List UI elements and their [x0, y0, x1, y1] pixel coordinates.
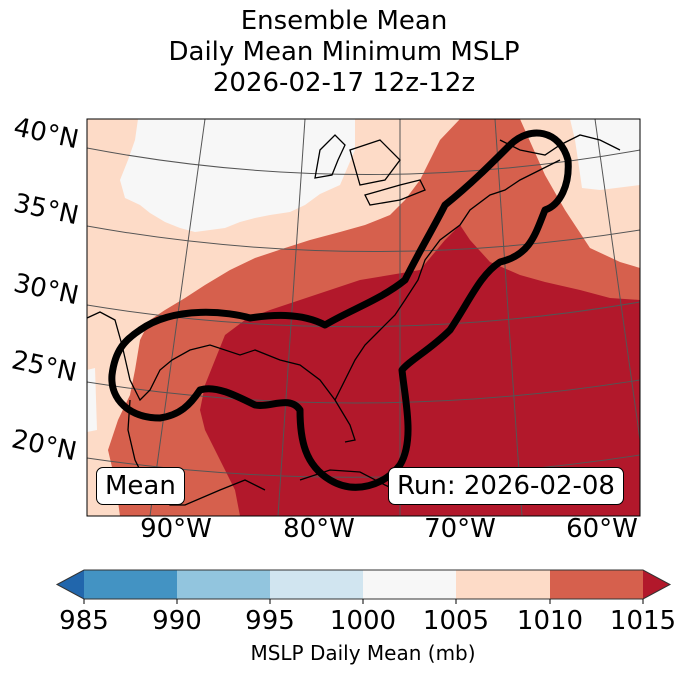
colorbar-extend-low: [57, 570, 84, 599]
coastline-east: [334, 159, 561, 401]
coastline-gulf: [87, 311, 356, 443]
title-line-3: 2026-02-17 12z-12z: [212, 68, 476, 98]
colorbar-bin-990-995: [177, 570, 270, 599]
title-line-2: Daily Mean Minimum MSLP: [168, 37, 520, 67]
meridian-60w: [494, 119, 523, 516]
meridian-50w: [594, 119, 640, 441]
field-bin-1000-1005-northwest: [120, 119, 355, 232]
colorbar-tick-label-990: 990: [152, 606, 202, 636]
low-pressure-contour: [108, 129, 572, 491]
parallel-25n: [87, 379, 640, 404]
colorbar-bin-1005-1010: [456, 570, 550, 599]
graticule: [87, 119, 640, 516]
lon-label-70w: 70°W: [424, 514, 496, 544]
colorbar-tick-label-985: 985: [59, 606, 109, 636]
title-line-1: Ensemble Mean: [240, 6, 448, 36]
colorbar-tick-label-995: 995: [245, 606, 295, 636]
map-frame: [86, 118, 641, 517]
colorbar-tick-label-1000: 1000: [329, 606, 397, 636]
colorbar-bin-1000-1005: [363, 570, 456, 599]
coastline-mexico: [127, 399, 266, 506]
field-bin-1000-1005-west: [87, 368, 97, 432]
coastlines: [87, 134, 621, 506]
colorbar-label: MSLP Daily Mean (mb): [250, 641, 476, 665]
great-lakes: [314, 134, 426, 206]
colorbar-extend-high: [643, 570, 670, 599]
colorbar-bin-995-1000: [270, 570, 363, 599]
colorbar-tick-label-1015: 1015: [609, 606, 677, 636]
parallel-40n: [87, 147, 640, 175]
map-field: [87, 119, 640, 516]
colorbar-bin-1010-1015: [550, 570, 643, 599]
mean-annotation: Mean: [96, 467, 185, 505]
colorbar-tick-label-1005: 1005: [422, 606, 490, 636]
colorbar: [55, 569, 672, 604]
lon-label-80w: 80°W: [283, 514, 355, 544]
lon-label-90w: 90°W: [140, 514, 212, 544]
field-bin-over-1015: [200, 225, 640, 516]
figure-title: Ensemble Mean Daily Mean Minimum MSLP 20…: [0, 6, 688, 99]
colorbar-bin-985-990: [84, 570, 177, 599]
parallel-35n: [87, 225, 640, 253]
lon-label-60w: 60°W: [566, 514, 638, 544]
colorbar-tick-label-1010: 1010: [516, 606, 584, 636]
run-date-annotation: Run: 2026-02-08: [388, 467, 624, 505]
